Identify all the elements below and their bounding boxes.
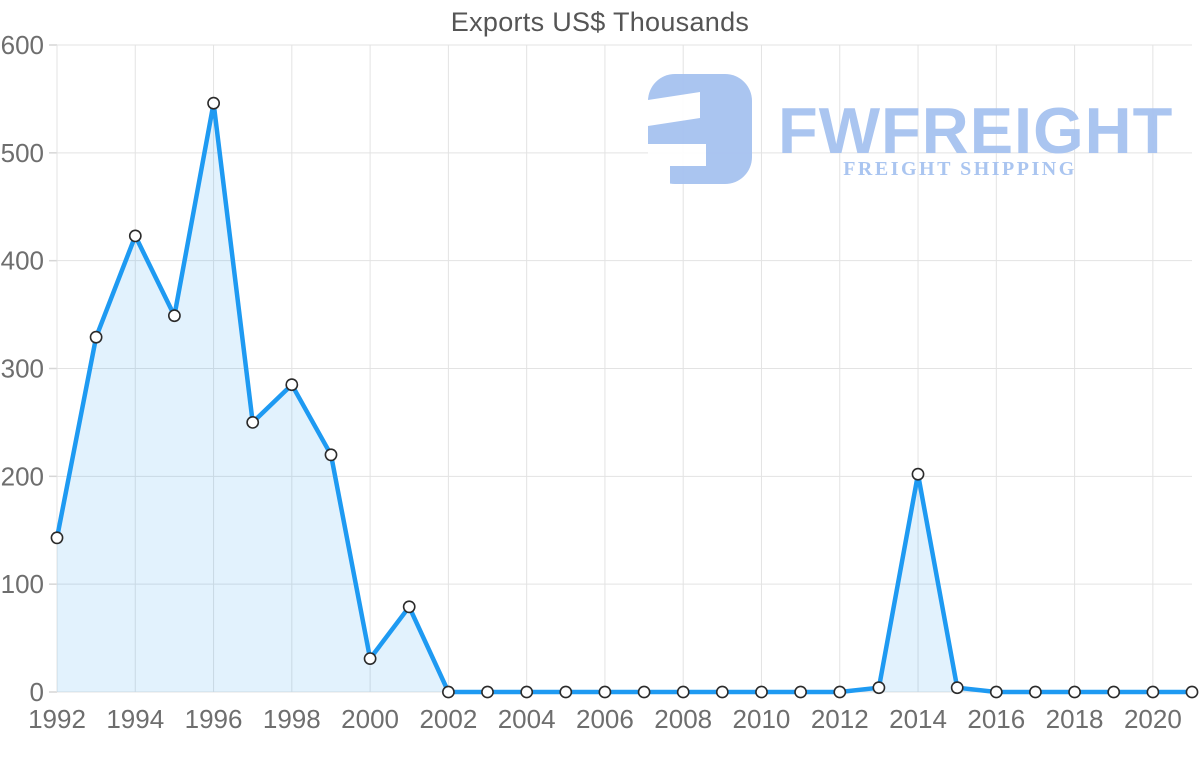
y-axis-label: 200 (1, 461, 44, 491)
data-point-1997[interactable] (246, 415, 260, 429)
data-point-1994[interactable] (128, 229, 142, 243)
x-axis-label: 2006 (576, 704, 634, 734)
y-axis-label: 300 (1, 354, 44, 384)
line-series (54, 100, 1195, 695)
y-axis-label: 400 (1, 246, 44, 276)
data-point-2005[interactable] (559, 685, 573, 699)
data-point-2001[interactable] (402, 600, 416, 614)
data-point-2012[interactable] (833, 685, 847, 699)
y-axis-label: 500 (1, 138, 44, 168)
data-point-2021[interactable] (1185, 685, 1199, 699)
data-point-2009[interactable] (715, 685, 729, 699)
data-point-2018[interactable] (1068, 685, 1081, 699)
data-point-2004[interactable] (520, 685, 534, 699)
data-point-2013[interactable] (872, 681, 886, 695)
data-point-1992[interactable] (50, 531, 64, 545)
x-axis-label: 2014 (889, 704, 947, 734)
data-point-2002[interactable] (441, 685, 455, 699)
data-point-2017[interactable] (1029, 685, 1042, 699)
data-point-1993[interactable] (89, 330, 103, 344)
x-axis-label: 2012 (811, 704, 869, 734)
data-point-2016[interactable] (989, 685, 1003, 699)
data-point-2007[interactable] (637, 685, 651, 699)
x-axis-label: 2004 (498, 704, 556, 734)
data-point-2020[interactable] (1146, 685, 1160, 699)
y-axis-label: 0 (30, 677, 44, 707)
x-axis-label: 2010 (733, 704, 791, 734)
data-point-2019[interactable] (1107, 685, 1121, 699)
data-point-2003[interactable] (481, 685, 494, 699)
x-axis-label: 2000 (341, 704, 399, 734)
brand-logo: FWFREIGHT FREIGHT SHIPPING (645, 72, 1172, 187)
x-axis-label: 2016 (967, 704, 1025, 734)
x-axis-label: 1994 (106, 704, 164, 734)
data-point-2015[interactable] (950, 681, 964, 695)
data-point-1999[interactable] (324, 448, 338, 462)
data-point-1996[interactable] (207, 96, 220, 110)
x-axis-label: 1992 (28, 704, 86, 734)
x-axis-label: 1996 (185, 704, 243, 734)
x-axis-label: 2002 (419, 704, 477, 734)
y-axis-label: 600 (1, 30, 44, 60)
x-axis-label: 2008 (654, 704, 712, 734)
brand-tagline: FREIGHT SHIPPING (843, 158, 1077, 180)
y-axis-label: 100 (1, 569, 44, 599)
area-fill (57, 103, 1192, 692)
data-point-1995[interactable] (167, 309, 181, 323)
data-point-2014[interactable] (911, 467, 925, 481)
data-point-2000[interactable] (363, 652, 377, 665)
data-point-1998[interactable] (285, 378, 299, 392)
chart-title: Exports US$ Thousands (450, 7, 750, 37)
data-point-2010[interactable] (755, 685, 768, 699)
data-point-2008[interactable] (676, 685, 690, 699)
x-axis-label: 1998 (263, 704, 321, 734)
brand-name: FWFREIGHT (778, 94, 1174, 167)
fwfreight-logo-icon (648, 74, 752, 184)
data-point-2011[interactable] (794, 685, 807, 699)
x-axis-label: 2018 (1046, 704, 1104, 734)
data-point-2006[interactable] (598, 685, 612, 699)
x-axis-label: 2020 (1124, 704, 1182, 734)
